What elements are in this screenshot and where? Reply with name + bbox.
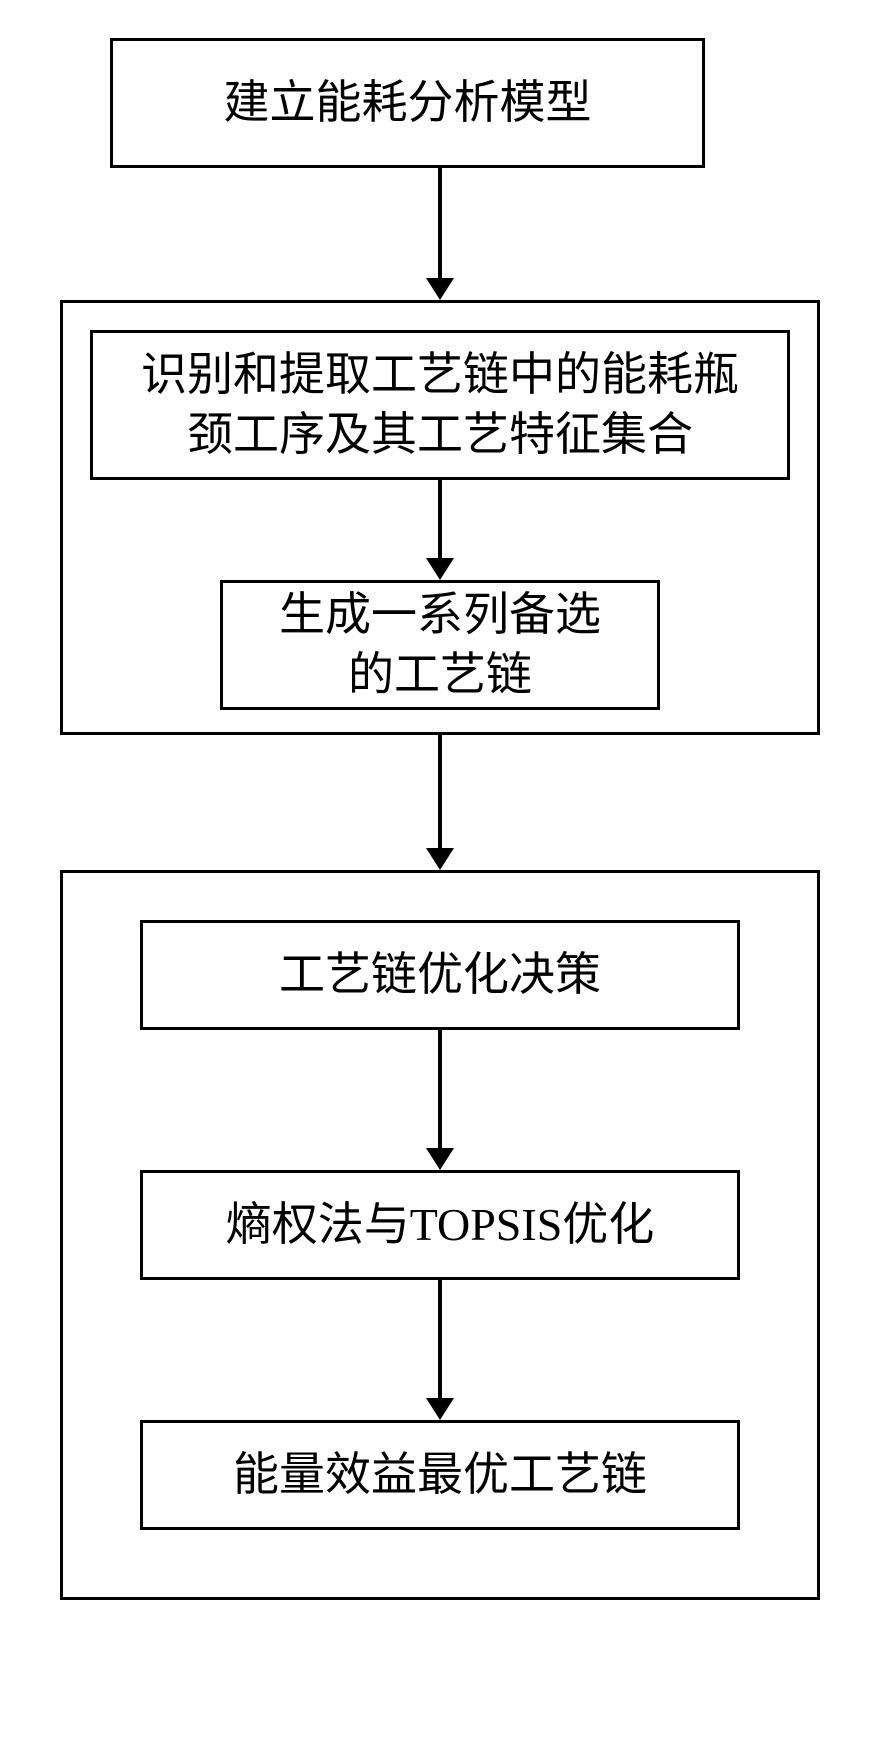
box-optimization-decision: 工艺链优化决策 — [140, 920, 740, 1030]
arrow-head-2 — [426, 558, 454, 580]
arrow-line-3 — [438, 735, 442, 848]
box-identify-bottleneck: 识别和提取工艺链中的能耗瓶 颈工序及其工艺特征集合 — [90, 330, 790, 480]
arrow-line-2 — [438, 480, 442, 558]
arrow-line-4 — [438, 1030, 442, 1148]
box-label: 工艺链优化决策 — [279, 945, 601, 1005]
arrow-line-1 — [438, 168, 442, 278]
box-label: 识别和提取工艺链中的能耗瓶 颈工序及其工艺特征集合 — [141, 345, 739, 465]
box-optimal-result: 能量效益最优工艺链 — [140, 1420, 740, 1530]
box-label: 熵权法与TOPSIS优化 — [226, 1195, 655, 1255]
box-label: 能量效益最优工艺链 — [233, 1445, 647, 1505]
box-entropy-topsis: 熵权法与TOPSIS优化 — [140, 1170, 740, 1280]
box-label: 生成一系列备选 的工艺链 — [279, 585, 601, 705]
arrow-head-5 — [426, 1398, 454, 1420]
box-label: 建立能耗分析模型 — [224, 73, 592, 133]
arrow-head-1 — [426, 278, 454, 300]
arrow-line-5 — [438, 1280, 442, 1398]
arrow-head-3 — [426, 848, 454, 870]
box-generate-candidates: 生成一系列备选 的工艺链 — [220, 580, 660, 710]
arrow-head-4 — [426, 1148, 454, 1170]
box-establish-model: 建立能耗分析模型 — [110, 38, 705, 168]
